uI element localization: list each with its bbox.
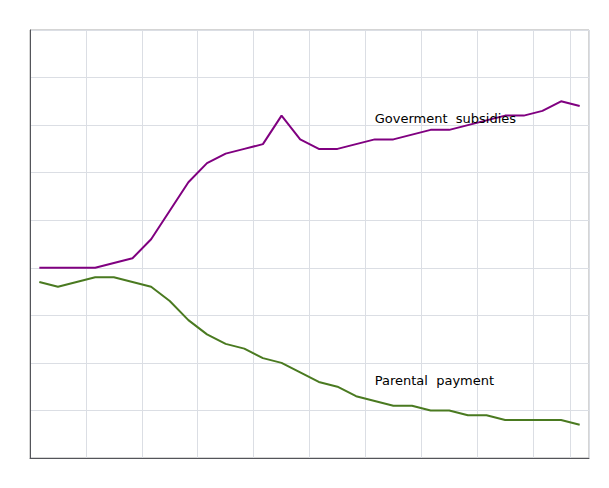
svg-text:Goverment subsidies: Goverment subsidies <box>375 111 517 126</box>
svg-text:Parental payment: Parental payment <box>375 373 494 388</box>
